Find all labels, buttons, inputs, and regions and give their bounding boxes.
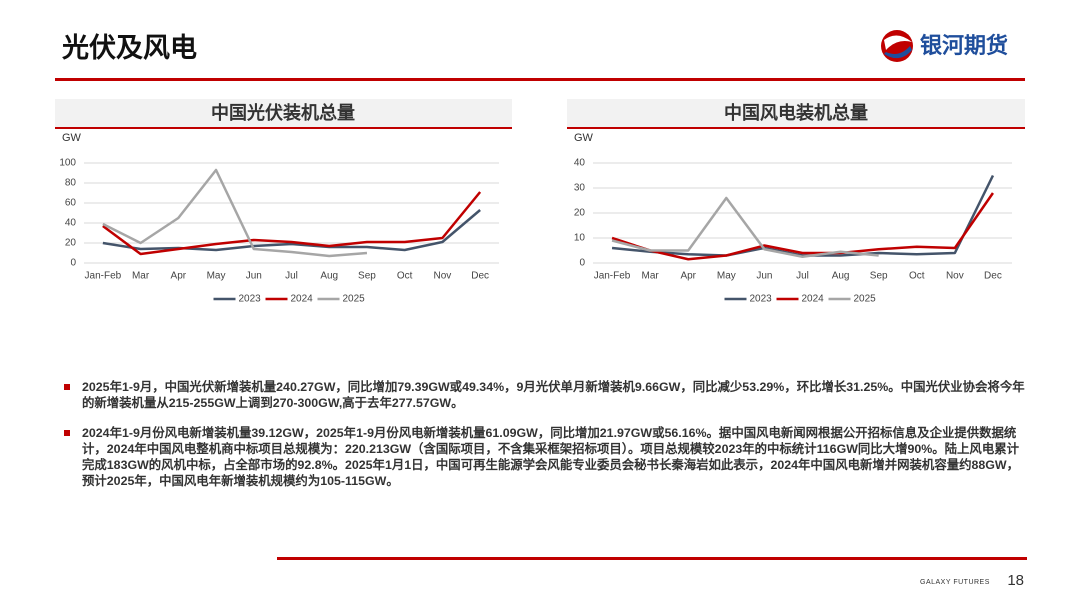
x-tick-label: Jun xyxy=(246,271,262,282)
bullet-list: 2025年1-9月，中国光伏新增装机量240.27GW，同比增加79.39GW或… xyxy=(62,379,1027,503)
bullet: 2024年1-9月份风电新增装机量39.12GW，2025年1-9月份风电新增装… xyxy=(62,425,1027,489)
x-tick-label: Dec xyxy=(471,271,489,282)
data-line xyxy=(102,191,482,256)
x-tick-label: Nov xyxy=(434,271,452,282)
x-tick-label: Aug xyxy=(320,271,338,282)
page-number: 18 xyxy=(1007,572,1024,589)
y-tick-label: 80 xyxy=(65,178,77,189)
y-tick-label: 100 xyxy=(59,158,76,169)
legend-label: 2025 xyxy=(854,294,877,305)
y-axis-label: GW xyxy=(574,132,594,144)
y-tick-label: 40 xyxy=(574,158,586,169)
x-tick-label: Sep xyxy=(870,271,888,282)
data-line xyxy=(102,209,481,252)
footer-brand: GALAXY FUTURES xyxy=(920,579,990,586)
footer-rule xyxy=(277,557,1027,560)
x-tick-label: Apr xyxy=(171,271,187,282)
x-tick-label: May xyxy=(207,271,226,282)
data-line xyxy=(611,196,879,258)
legend-label: 2024 xyxy=(291,294,314,305)
x-tick-label: Jan-Feb xyxy=(594,271,631,282)
logo-icon xyxy=(881,30,913,62)
x-tick-label: Nov xyxy=(946,271,964,282)
y-tick-label: 20 xyxy=(65,238,77,249)
chart-title-bg xyxy=(567,99,1025,127)
y-tick-label: 40 xyxy=(65,218,77,229)
y-axis-label: GW xyxy=(62,132,82,144)
chart-title-rule xyxy=(567,127,1025,129)
x-tick-label: Sep xyxy=(358,271,376,282)
data-line xyxy=(102,168,368,258)
legend-label: 2023 xyxy=(239,294,262,305)
y-tick-label: 10 xyxy=(574,233,586,244)
x-tick-label: Jun xyxy=(756,271,772,282)
x-tick-label: Mar xyxy=(642,271,660,282)
chart-title-rule xyxy=(55,127,512,129)
x-tick-label: Dec xyxy=(984,271,1002,282)
chart-title: 中国光伏装机总量 xyxy=(211,102,355,123)
legend-label: 2023 xyxy=(750,294,773,305)
header-rule xyxy=(55,78,1025,81)
x-tick-label: Aug xyxy=(832,271,850,282)
y-tick-label: 0 xyxy=(579,258,585,269)
y-tick-label: 60 xyxy=(65,198,77,209)
chart-title: 中国风电装机总量 xyxy=(724,102,868,123)
x-tick-label: Oct xyxy=(397,271,413,282)
x-tick-label: Mar xyxy=(132,271,150,282)
x-tick-label: May xyxy=(717,271,736,282)
x-tick-label: Oct xyxy=(909,271,925,282)
chart-title-bg xyxy=(55,99,512,127)
x-tick-label: Jan-Feb xyxy=(85,271,122,282)
legend-label: 2025 xyxy=(343,294,366,305)
x-tick-label: Jul xyxy=(285,271,298,282)
bullet: 2025年1-9月，中国光伏新增装机量240.27GW，同比增加79.39GW或… xyxy=(62,379,1027,411)
y-tick-label: 30 xyxy=(574,183,586,194)
x-tick-label: Jul xyxy=(796,271,809,282)
y-tick-label: 20 xyxy=(574,208,586,219)
y-tick-label: 0 xyxy=(70,258,76,269)
logo-text: 银河期货 xyxy=(920,33,1008,58)
data-line xyxy=(611,192,994,261)
x-tick-label: Apr xyxy=(680,271,696,282)
slide-title: 光伏及风电 xyxy=(61,33,197,63)
legend-label: 2024 xyxy=(802,294,825,305)
